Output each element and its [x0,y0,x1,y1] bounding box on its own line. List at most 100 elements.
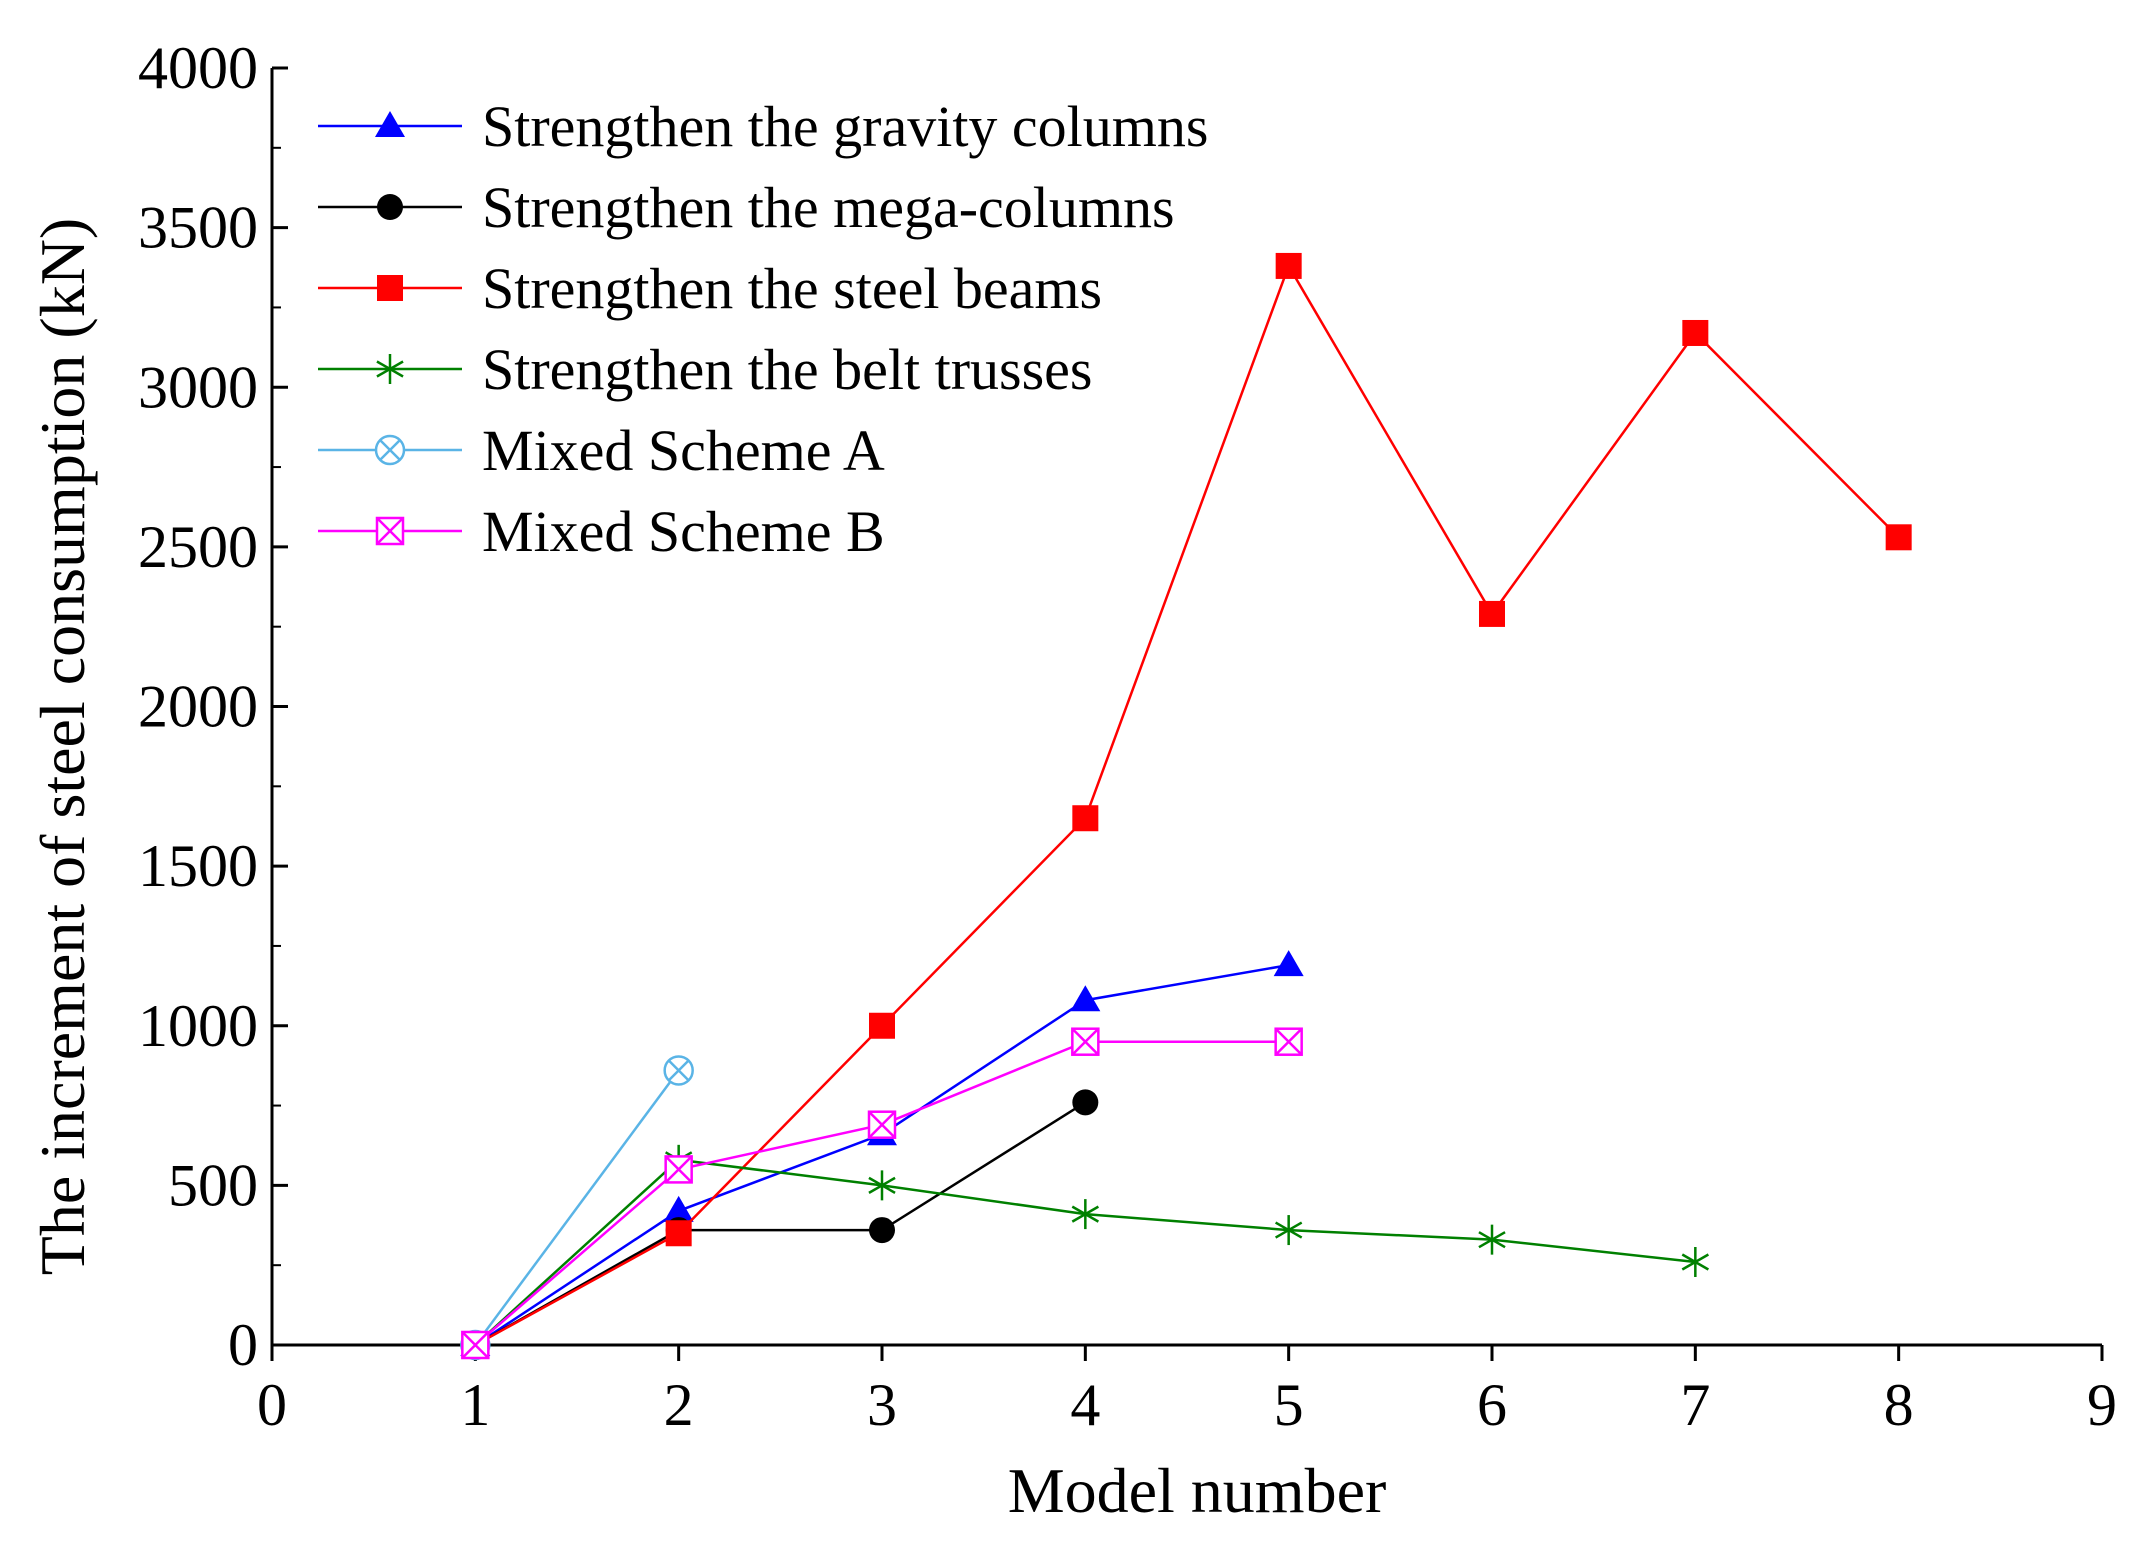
asterisk-marker-stroke [1681,1253,1710,1271]
y-tick-label: 2000 [138,674,258,740]
y-tick-label: 1500 [138,833,258,899]
x-tick-label: 6 [1477,1372,1507,1438]
data-point [1275,252,1302,279]
data-point [869,1217,895,1244]
asterisk-marker-stroke [1071,1205,1100,1223]
data-point [461,1330,490,1360]
triangle-marker [1070,985,1101,1012]
data-point [1478,1224,1506,1255]
series-line [474,1069,680,1346]
x-tick-label: 5 [1274,1372,1304,1438]
data-point [664,1155,693,1184]
legend: Strengthen the gravity columns Strengthen… [318,94,1208,564]
square-marker [1682,319,1709,346]
x-axis-title: Model number [1008,1455,1387,1526]
square-marker [1885,524,1912,551]
data-point [1071,1199,1100,1230]
legend-label: Strengthen the gravity columns [482,94,1208,159]
square-marker [869,1012,895,1039]
x-tick-label: 1 [460,1372,490,1438]
square-x-stroke [1274,1027,1303,1056]
data-point [1885,524,1912,551]
series-group [460,252,1912,1361]
data-point [1479,600,1505,627]
circle-marker [377,194,403,220]
data-point [1274,1215,1303,1246]
square-marker [665,1220,692,1247]
series-5 [461,1027,1303,1360]
data-point [663,1195,694,1222]
square-marker [1072,805,1099,832]
square-x-stroke [1071,1027,1100,1056]
triangle-marker [375,111,405,137]
x-tick-label: 3 [867,1372,897,1438]
square-marker [1275,252,1302,279]
square-x-stroke [376,517,404,545]
x-axis-ticks: 0 1 2 3 4 5 6 7 8 9 [257,1345,2117,1438]
data-point [1070,985,1101,1012]
axes: 0 1 2 3 4 5 6 7 8 9 0 500 1000 1500 2000 2500 3000 3500 4… [138,35,2117,1438]
x-tick-label: 7 [1680,1372,1710,1438]
y-tick-label: 3000 [138,354,258,420]
series-0 [460,950,1304,1356]
y-tick-label: 0 [228,1312,258,1378]
data-point [663,1055,694,1086]
data-point [1072,805,1099,832]
data-point [867,1110,897,1139]
data-point [1682,319,1709,346]
legend-marker [374,434,406,466]
series-3 [461,1144,1710,1360]
y-tick-label: 500 [168,1152,258,1218]
asterisk-marker-stroke [376,360,404,378]
circle-x-stroke [667,1059,690,1082]
asterisk-marker-stroke [1274,1221,1303,1239]
y-axis-title: The increment of steel consumption (kN) [27,218,98,1275]
legend-label: Strengthen the mega-columns [482,175,1175,240]
y-tick-label: 1000 [138,993,258,1059]
data-point [1681,1246,1710,1277]
triangle-marker [1273,950,1304,977]
circle-marker [869,1217,895,1244]
data-point [665,1220,692,1247]
y-tick-label: 4000 [138,35,258,101]
triangle-marker [663,1195,694,1222]
x-tick-label: 0 [257,1372,287,1438]
square-marker [1479,600,1505,627]
x-tick-label: 8 [1884,1372,1914,1438]
legend-item: Mixed Scheme B [318,499,885,564]
x-tick-label: 9 [2087,1372,2117,1438]
legend-label: Strengthen the steel beams [482,256,1102,321]
data-point [1072,1089,1099,1116]
series-4 [460,1055,694,1361]
x-tick-label: 4 [1070,1372,1100,1438]
circle-marker [1072,1089,1099,1116]
data-point [869,1012,895,1039]
series-line [474,1101,1086,1347]
data-point [1274,1027,1303,1056]
y-tick-label: 3500 [138,195,258,261]
legend-marker [377,275,403,301]
square-x-stroke [664,1155,693,1184]
square-x-stroke [868,1110,896,1139]
legend-marker [375,111,405,137]
legend-item: Strengthen the mega-columns [318,175,1175,240]
legend-marker [377,194,403,220]
legend-marker [375,516,405,546]
x-tick-label: 2 [664,1372,694,1438]
legend-item: Mixed Scheme A [318,418,885,483]
legend-label: Mixed Scheme B [482,499,885,564]
series-line [474,263,1900,1347]
circle-x-stroke [379,439,401,461]
square-marker [377,275,403,301]
data-point [1273,950,1304,977]
square-x-stroke [461,1331,490,1359]
asterisk-marker-stroke [1478,1231,1506,1249]
asterisk-marker-stroke [868,1176,896,1194]
legend-label: Strengthen the belt trusses [482,337,1093,402]
legend-item: Strengthen the steel beams [318,256,1102,321]
data-point [1071,1027,1100,1056]
data-point [868,1170,896,1201]
legend-item: Strengthen the gravity columns [318,94,1208,159]
legend-label: Mixed Scheme A [482,418,885,483]
